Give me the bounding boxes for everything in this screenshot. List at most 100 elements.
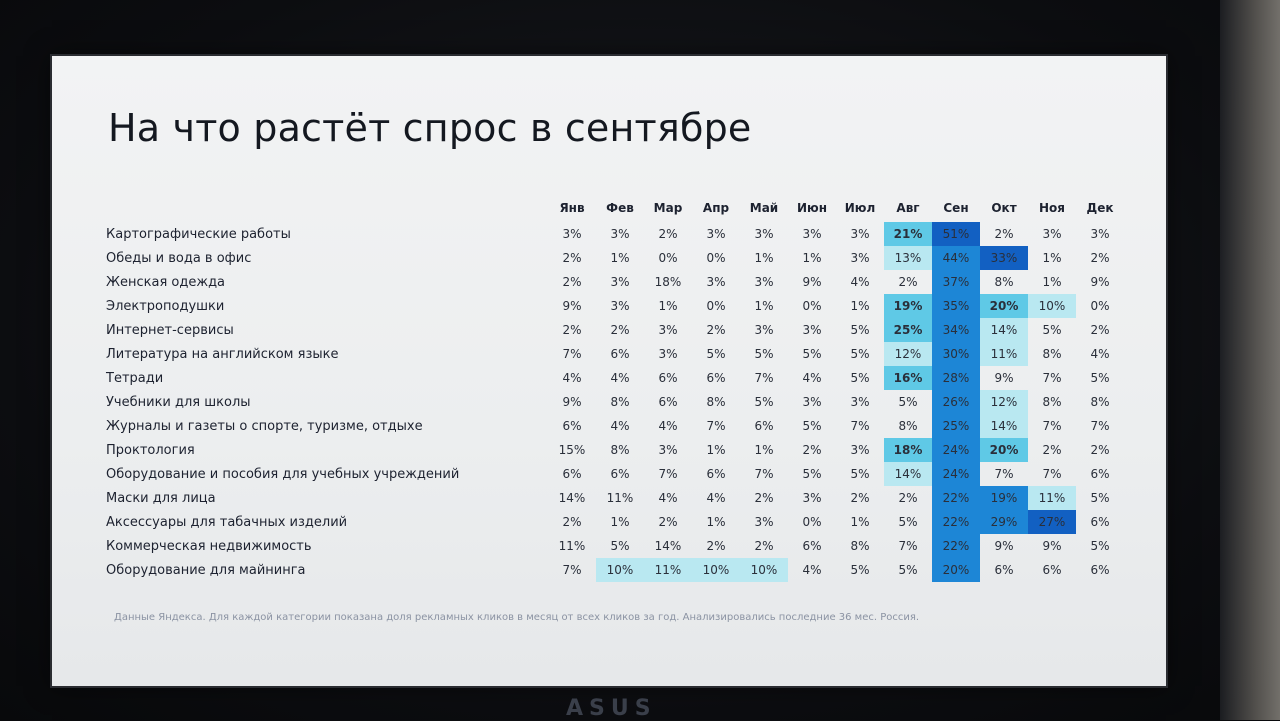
heat-cell: 6% <box>1042 563 1062 577</box>
heat-cell: 4% <box>802 371 822 385</box>
month-header-8: Авг <box>896 201 920 215</box>
category-label: Обеды и вода в офис <box>106 250 252 266</box>
background-wall <box>1220 0 1280 720</box>
heat-cell: 5% <box>850 347 870 361</box>
heat-cell: 3% <box>850 395 870 409</box>
heat-cell: 3% <box>610 275 630 289</box>
heat-cell: 2% <box>562 515 582 529</box>
heat-cell: 3% <box>754 275 774 289</box>
heat-cell: 18% <box>654 275 682 289</box>
heat-cell: 2% <box>1042 443 1062 457</box>
heat-cell: 5% <box>802 467 822 481</box>
heat-cell: 8% <box>1042 395 1062 409</box>
heat-cell: 12% <box>884 342 932 366</box>
heat-cell: 1% <box>1042 251 1062 265</box>
heat-cell: 5% <box>1090 371 1110 385</box>
heat-cell: 4% <box>658 491 678 505</box>
heat-cell: 1% <box>1042 275 1062 289</box>
heat-cell: 7% <box>994 467 1014 481</box>
heat-cell: 6% <box>610 347 630 361</box>
heat-cell: 8% <box>898 419 918 433</box>
heat-cell: 9% <box>1090 275 1110 289</box>
heat-cell: 9% <box>994 539 1014 553</box>
heat-cell: 3% <box>610 227 630 241</box>
table-row: Литература на английском языке 7% 6% 3% 5% 5%… <box>100 342 1124 366</box>
category-label: Учебники для школы <box>106 394 251 410</box>
heat-cell: 11% <box>980 342 1028 366</box>
heat-cell: 5% <box>1090 539 1110 553</box>
heat-cell: 7% <box>1042 467 1062 481</box>
heat-cell: 3% <box>850 443 870 457</box>
month-header-12: Дек <box>1086 201 1114 215</box>
heat-cell: 6% <box>754 419 774 433</box>
heat-cell: 1% <box>850 515 870 529</box>
heat-cell: 2% <box>754 491 774 505</box>
heat-cell: 19% <box>884 294 932 318</box>
category-label: Картографические работы <box>106 226 291 242</box>
heat-cell: 14% <box>980 318 1028 342</box>
table-row: Оборудование и пособия для учебных учреж… <box>100 462 1124 486</box>
heat-cell: 3% <box>754 323 774 337</box>
heat-cell: 22% <box>932 510 980 534</box>
heat-cell: 2% <box>1090 251 1110 265</box>
heat-cell: 51% <box>932 222 980 246</box>
heat-cell: 20% <box>980 294 1028 318</box>
heat-cell: 5% <box>754 395 774 409</box>
heat-cell: 9% <box>562 299 582 313</box>
month-header-4: Апр <box>702 201 730 215</box>
month-header-row: Янв Фев Мар Апр Май Июн Июл Авг Сен Окт Ноя Дек <box>100 194 1124 222</box>
heat-cell: 4% <box>1090 347 1110 361</box>
heat-cell: 6% <box>562 419 582 433</box>
heat-cell: 5% <box>754 347 774 361</box>
heat-cell: 7% <box>658 467 678 481</box>
heat-cell: 11% <box>1028 486 1076 510</box>
table-row: Журналы и газеты о спорте, туризме, отды… <box>100 414 1124 438</box>
category-label: Оборудование и пособия для учебных учреж… <box>106 466 460 482</box>
heat-cell: 12% <box>980 390 1028 414</box>
month-header-9: Сен <box>943 201 969 215</box>
heat-cell: 22% <box>932 486 980 510</box>
heat-cell: 1% <box>658 299 678 313</box>
table-row: Оборудование для майнинга 7% 10% 11% 10% 10% 4… <box>100 558 1124 582</box>
heat-cell: 14% <box>654 539 682 553</box>
heat-cell: 2% <box>898 275 918 289</box>
header-corner <box>100 194 548 222</box>
heat-cell: 11% <box>606 491 634 505</box>
heat-cell: 6% <box>658 395 678 409</box>
heat-cell: 8% <box>706 395 726 409</box>
heat-cell: 6% <box>1090 515 1110 529</box>
heat-cell: 2% <box>610 323 630 337</box>
heat-cell: 30% <box>932 342 980 366</box>
heat-cell: 6% <box>1090 563 1110 577</box>
table-row: Учебники для школы 9% 8% 6% 8% 5% 3% 3% 5% 26% 12%… <box>100 390 1124 414</box>
heat-cell: 7% <box>754 467 774 481</box>
heat-cell: 6% <box>706 467 726 481</box>
heat-cell: 11% <box>644 558 692 582</box>
heat-cell: 4% <box>706 491 726 505</box>
heat-cell: 8% <box>1090 395 1110 409</box>
heat-cell: 16% <box>884 366 932 390</box>
heat-cell: 0% <box>706 299 726 313</box>
heat-cell: 25% <box>932 414 980 438</box>
heat-cell: 7% <box>562 563 582 577</box>
heat-cell: 28% <box>932 366 980 390</box>
heat-cell: 5% <box>802 347 822 361</box>
heat-cell: 1% <box>802 251 822 265</box>
heat-cell: 19% <box>980 486 1028 510</box>
heat-cell: 14% <box>884 462 932 486</box>
category-label: Интернет-сервисы <box>106 322 234 338</box>
heat-cell: 33% <box>980 246 1028 270</box>
heat-cell: 0% <box>706 251 726 265</box>
heat-cell: 3% <box>1090 227 1110 241</box>
heat-cell: 2% <box>562 323 582 337</box>
category-label: Аксессуары для табачных изделий <box>106 514 348 530</box>
heat-cell: 15% <box>558 443 586 457</box>
heat-cell: 20% <box>932 558 980 582</box>
heat-cell: 0% <box>802 515 822 529</box>
heat-cell: 2% <box>850 491 870 505</box>
table-row: Интернет-сервисы 2% 2% 3% 2% 3% 3% 5% 25% 34% 14% 5… <box>100 318 1124 342</box>
heat-cell: 10% <box>740 558 788 582</box>
heat-cell: 3% <box>706 227 726 241</box>
heat-cell: 22% <box>932 534 980 558</box>
heat-cell: 1% <box>754 251 774 265</box>
